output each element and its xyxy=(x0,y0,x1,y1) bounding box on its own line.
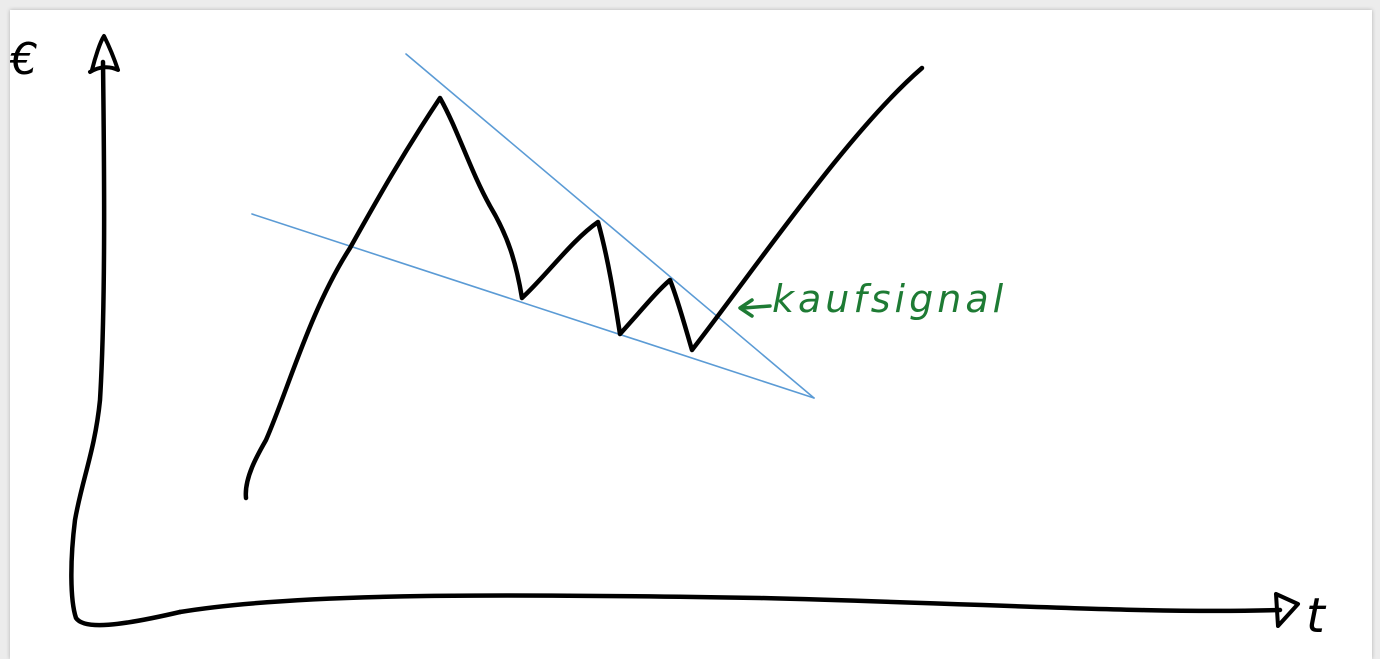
arrow-left-icon xyxy=(740,300,770,316)
y-axis-arrow-icon xyxy=(90,36,118,72)
y-axis-label: € xyxy=(10,34,38,85)
x-axis-line xyxy=(180,595,1280,612)
annotation-kaufsignal: kaufsignal xyxy=(772,277,1007,321)
sketch-diagram: € t kaufsignal xyxy=(10,10,1372,659)
x-axis-label: t xyxy=(1306,588,1327,644)
lower-trendline xyxy=(252,214,814,398)
upper-trendline xyxy=(406,54,814,398)
y-axis-line xyxy=(71,62,180,625)
drawing-canvas: € t kaufsignal xyxy=(10,10,1372,659)
